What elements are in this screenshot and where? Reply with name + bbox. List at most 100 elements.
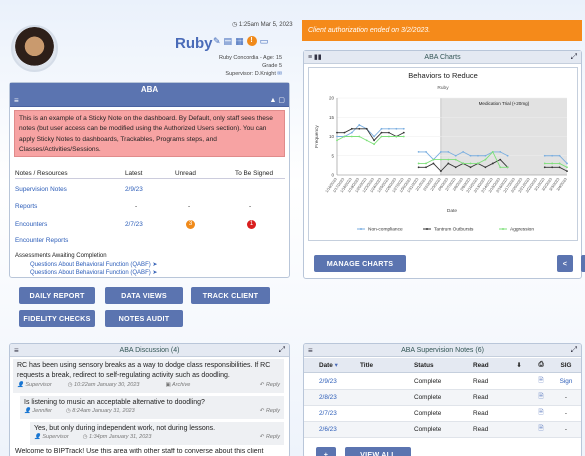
add-note-button[interactable]: + <box>316 447 336 456</box>
x-tick-label: 2/1/2023 <box>415 177 427 191</box>
reply-link[interactable]: ↶ Reply <box>259 434 280 440</box>
note-icon[interactable]: ▢ <box>278 97 285 104</box>
assessment-item: Questions About Behavioral Function (QAB… <box>30 269 157 276</box>
note-date[interactable]: 2/9/23 <box>319 378 337 385</box>
supervision-notes-link[interactable]: Supervision Notes <box>15 186 67 193</box>
charts-menu-icon[interactable]: ≡ ▮▮ <box>308 54 322 61</box>
document-icon[interactable]: ▭ <box>259 36 269 46</box>
reply-text: Reply <box>265 382 280 388</box>
archive-link[interactable]: ▣ Archive <box>165 382 191 388</box>
send-icon[interactable]: ➤ <box>152 262 158 268</box>
reply-link[interactable]: ↶ Reply <box>259 382 280 388</box>
supervision-row[interactable]: 2/9/23 Complete Read 🗎 Sign <box>304 374 581 390</box>
manage-charts-button[interactable]: MANAGE CHARTS <box>314 255 406 272</box>
chart-next-button[interactable]: > <box>581 255 585 272</box>
daily-report-button[interactable]: DAILY REPORT <box>19 287 95 304</box>
post-meta: 👤 Supervisor ◷ 10:22am January 30, 2023 … <box>17 382 280 388</box>
discussion-menu-icon[interactable]: ≡ <box>14 346 19 355</box>
encounters-latest[interactable]: 2/7/23 <box>125 221 143 228</box>
assessment-link[interactable]: Questions About Behavioral Function (QAB… <box>30 270 151 276</box>
post-author-name: Supervisor <box>25 382 52 388</box>
supervision-menu-icon[interactable]: ≡ <box>308 346 313 355</box>
note-date[interactable]: 2/6/23 <box>319 426 337 433</box>
mail-icon[interactable]: ✉ <box>277 71 282 77</box>
unread-badge[interactable]: 3 <box>186 220 195 229</box>
supervision-row[interactable]: 2/8/23 Complete Read 🗎 - <box>304 390 581 406</box>
reply-text: Reply <box>265 408 280 414</box>
series-line <box>337 124 404 138</box>
data-point <box>566 166 568 169</box>
discussion-panel: ≡ ABA Discussion (4) ⤢ RC has been using… <box>9 343 290 456</box>
data-point <box>388 127 390 130</box>
authorization-banner: Client authorization ended on 3/2/2023. <box>302 20 582 41</box>
id-card-icon[interactable]: ▤ <box>223 36 233 46</box>
data-point <box>499 158 502 161</box>
col-date[interactable]: Date ▾ <box>304 361 356 369</box>
reports-link[interactable]: Reports <box>15 203 38 210</box>
menu-icon[interactable]: ≡ <box>14 96 19 105</box>
note-read: Read <box>473 426 489 433</box>
data-views-button[interactable]: DATA VIEWS <box>105 287 183 304</box>
assessment-link[interactable]: Questions About Behavioral Function (QAB… <box>30 262 151 268</box>
y-tick-label: 20 <box>329 96 335 101</box>
data-point <box>543 162 546 165</box>
supervision-expand-icon[interactable]: ⤢ <box>570 345 577 354</box>
series-line <box>544 166 568 172</box>
col-notes-resources: Notes / Resources <box>15 170 68 177</box>
data-point <box>558 162 561 165</box>
sort-down-icon[interactable]: ▾ <box>334 362 338 369</box>
track-client-button[interactable]: TRACK CLIENT <box>191 287 270 304</box>
discussion-expand-icon[interactable]: ⤢ <box>278 345 285 354</box>
pdf-icon[interactable]: 🗎 <box>538 377 544 384</box>
col-sig[interactable]: SIG <box>560 361 572 369</box>
encounter-reports-link[interactable]: Encounter Reports <box>15 237 69 244</box>
resource-row: Supervision Notes 2/9/23 <box>15 186 285 193</box>
send-icon[interactable]: ➤ <box>152 270 158 276</box>
expand-icon[interactable]: ⤢ <box>570 52 577 61</box>
edit-icon[interactable]: ✎ <box>213 36 221 46</box>
encounters-link[interactable]: Encounters <box>15 221 48 228</box>
note-status: Complete <box>414 394 442 401</box>
supervision-title-bar: ≡ ABA Supervision Notes (6) ⤢ <box>304 344 581 357</box>
data-point <box>432 162 435 165</box>
note-date[interactable]: 2/7/23 <box>319 410 337 417</box>
calendar-icon[interactable]: ▦ <box>235 36 244 46</box>
reports-sign: - <box>249 203 252 210</box>
print-icon[interactable]: ⎙ <box>538 361 544 368</box>
warning-icon[interactable]: ▲ <box>269 97 277 104</box>
series-line <box>544 162 568 168</box>
col-status[interactable]: Status <box>414 361 434 369</box>
pdf-icon[interactable]: 🗎 <box>538 393 544 400</box>
authorization-banner-text: Client authorization ended on 3/2/2023. <box>308 27 431 34</box>
series-line <box>337 128 404 142</box>
download-icon[interactable]: ⬇ <box>516 362 522 369</box>
x-tick-label: 3/3/2023 <box>549 177 561 191</box>
reply-link[interactable]: ↶ Reply <box>259 408 280 414</box>
col-print[interactable]: ⎙ <box>530 361 552 369</box>
fidelity-checks-button[interactable]: FIDELITY CHECKS <box>19 310 95 327</box>
data-point <box>447 158 450 161</box>
data-point <box>484 166 487 169</box>
data-point <box>365 127 368 130</box>
pdf-icon[interactable]: 🗎 <box>538 409 544 416</box>
supervision-latest[interactable]: 2/9/23 <box>125 186 143 193</box>
col-read[interactable]: Read <box>473 361 489 369</box>
notes-audit-button[interactable]: NOTES AUDIT <box>105 310 183 327</box>
data-point <box>447 151 450 153</box>
data-point <box>395 127 398 130</box>
col-download[interactable]: ⬇ <box>508 361 530 369</box>
col-title[interactable]: Title <box>360 361 374 369</box>
pdf-icon[interactable]: 🗎 <box>538 425 544 432</box>
view-all-button[interactable]: VIEW ALL <box>345 447 411 456</box>
data-point <box>499 166 502 169</box>
welcome-post: Welcome to BIPTrack! Use this area with … <box>15 448 264 455</box>
supervision-row[interactable]: 2/7/23 Complete Read 🗎 - <box>304 406 581 422</box>
note-sig[interactable]: Sign <box>559 378 573 385</box>
alert-icon[interactable]: ! <box>246 36 257 46</box>
supervision-row[interactable]: 2/6/23 Complete Read 🗎 - <box>304 422 581 438</box>
data-point <box>462 151 465 153</box>
note-date[interactable]: 2/8/23 <box>319 394 337 401</box>
y-tick-label: 5 <box>331 153 334 158</box>
sign-badge[interactable]: 1 <box>247 220 256 229</box>
chart-prev-button[interactable]: < <box>557 255 573 272</box>
